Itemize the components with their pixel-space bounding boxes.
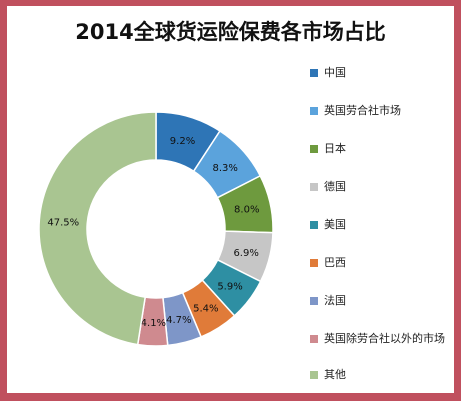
slice-data-label: 4.7% [166,315,191,326]
legend-label: 法国 [324,294,346,307]
legend-swatch [310,335,318,343]
legend-label: 巴西 [324,256,346,269]
slice-data-label: 5.9% [217,281,242,292]
donut-chart: 9.2% 8.3% 8.0% 6.9% 5.9% 5.4%4.7%4.1% 47.5% [38,111,274,347]
legend-swatch [310,259,318,267]
legend-swatch [310,221,318,229]
chart-title: 2014全球货运险保费各市场占比 [75,20,386,44]
slice-data-label: 6.9% [233,248,258,259]
donut-slice [38,111,157,346]
legend-label: 德国 [324,180,346,193]
slice-data-label: 8.0% [234,205,259,216]
slice-data-label: 8.3% [212,163,237,174]
legend-swatch [310,183,318,191]
slice-data-label: 5.4% [193,304,218,315]
legend-swatch [310,69,318,77]
legend-label: 美国 [324,218,346,231]
slice-data-label: 47.5% [47,218,79,229]
legend-swatch [310,371,318,379]
legend-swatch [310,145,318,153]
legend-label: 中国 [324,66,346,79]
legend-label: 日本 [324,142,346,155]
legend-swatch [310,107,318,115]
slice-data-label: 4.1% [141,318,166,329]
legend-label: 其他 [324,368,346,381]
slice-data-label: 9.2% [170,136,195,147]
legend-label: 英国除劳合社以外的市场 [324,332,445,345]
legend-label: 英国劳合社市场 [324,104,401,117]
legend-swatch [310,297,318,305]
chart-frame: 2014全球货运险保费各市场占比 9.2% 8.3% 8.0% 6.9% 5.9% 5.4… [7,6,454,393]
